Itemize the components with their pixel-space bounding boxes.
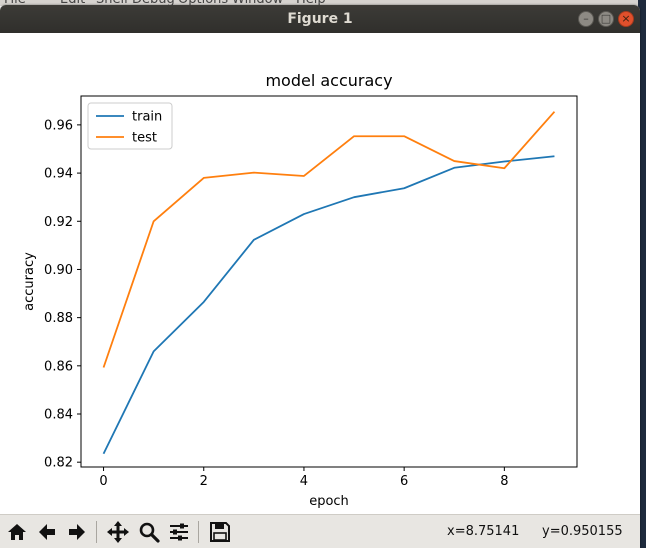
- y-tick-label: 0.92: [44, 215, 73, 230]
- y-tick-label: 0.82: [44, 456, 73, 471]
- subplots-button[interactable]: [166, 519, 192, 545]
- background-menu-item: Help: [296, 0, 326, 6]
- background-menu-item: Debug: [132, 0, 175, 6]
- subplots-icon: [170, 523, 188, 541]
- chart-title: model accuracy: [265, 71, 392, 90]
- y-tick-label: 0.84: [44, 408, 73, 423]
- zoom-icon: [139, 522, 160, 543]
- y-axis-label: accuracy: [22, 252, 37, 311]
- y-tick-label: 0.86: [44, 359, 73, 374]
- x-tick-label: 0: [99, 474, 107, 489]
- navigation-toolbar: x=8.75141 y=0.950155: [0, 514, 640, 548]
- x-axis-label: epoch: [309, 494, 349, 509]
- y-tick-label: 0.90: [44, 263, 73, 278]
- x-tick-label: 4: [300, 474, 308, 489]
- home-icon: [8, 524, 26, 540]
- zoom-button[interactable]: [136, 519, 162, 545]
- cursor-x-readout: x=8.75141: [447, 524, 520, 539]
- maximize-button[interactable]: □: [598, 11, 614, 27]
- save-button[interactable]: [207, 519, 233, 545]
- cursor-y-readout: y=0.950155: [542, 524, 623, 539]
- background-menu-item: Edit: [60, 0, 85, 6]
- pan-icon: [107, 521, 129, 543]
- x-tick-label: 8: [500, 474, 508, 489]
- forward-button[interactable]: [64, 519, 90, 545]
- minimize-button[interactable]: –: [578, 11, 594, 27]
- y-tick-label: 0.94: [44, 167, 73, 182]
- x-tick-label: 2: [200, 474, 208, 489]
- home-button[interactable]: [4, 519, 30, 545]
- background-menu-item: Window: [232, 0, 283, 6]
- plot-frame: [80, 95, 578, 468]
- y-tick-label: 0.88: [44, 311, 73, 326]
- back-arrow-icon: [39, 524, 55, 540]
- background-menu-item: Shell: [96, 0, 128, 6]
- y-tick-label: 0.96: [44, 118, 73, 133]
- figure-canvas[interactable]: model accuracy 0 2 4 6 8 0.82 0.84 0.86 0.88 0.90 0…: [0, 33, 640, 514]
- close-button[interactable]: ×: [618, 11, 634, 27]
- background-menu-item: File: [4, 0, 26, 6]
- legend-label-test: test: [132, 131, 157, 146]
- legend-label-train: train: [132, 110, 162, 125]
- x-tick-label: 6: [400, 474, 408, 489]
- toolbar-separator: [198, 521, 199, 543]
- figure-window: Figure 1 – □ × model accuracy 0 2 4 6 8 0.82 0.…: [0, 5, 640, 548]
- series-line-test: [102, 111, 556, 368]
- pan-button[interactable]: [105, 519, 131, 545]
- window-titlebar[interactable]: Figure 1 – □ ×: [0, 5, 640, 33]
- window-title: Figure 1: [287, 11, 353, 27]
- toolbar-separator: [96, 521, 97, 543]
- save-icon: [210, 522, 230, 542]
- forward-arrow-icon: [69, 524, 85, 540]
- background-menu-item: Options: [178, 0, 228, 6]
- chart[interactable]: model accuracy 0 2 4 6 8 0.82 0.84 0.86 0.88 0.90 0…: [0, 33, 640, 514]
- background-terminal-strip: [638, 0, 646, 548]
- back-button[interactable]: [34, 519, 60, 545]
- background-app-menubar: File Edit Shell DebugOptions Window Help: [0, 0, 646, 6]
